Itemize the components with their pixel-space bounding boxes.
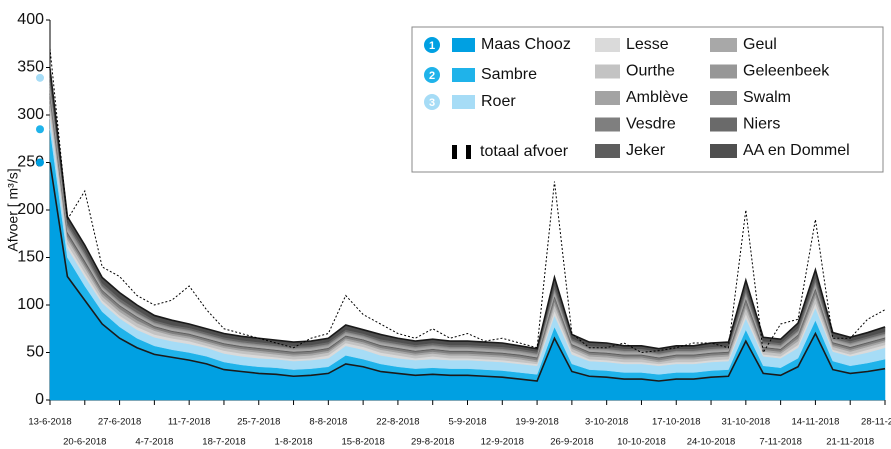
x-tick-label: 21-11-2018: [826, 437, 874, 448]
y-tick-label: 250: [17, 154, 44, 171]
x-tick-label: 18-7-2018: [202, 437, 245, 448]
legend-swatch: [452, 38, 475, 52]
legend-swatch: [710, 117, 737, 132]
legend-swatch: [595, 91, 620, 105]
legend-label: Jeker: [626, 142, 666, 159]
legend-box: [411, 26, 884, 173]
x-tick-label: 1-8-2018: [275, 437, 313, 448]
legend-badge-label: 1: [429, 40, 435, 52]
legend-label: Sambre: [481, 66, 537, 83]
x-tick-label: 29-8-2018: [411, 437, 454, 448]
axis-badge: [36, 125, 44, 134]
legend-label: Niers: [743, 116, 780, 133]
legend-label: Swalm: [743, 89, 791, 106]
legend-badge: [424, 37, 440, 53]
outline: [49, 162, 886, 382]
x-tick-label: 28-11-2018: [861, 417, 891, 428]
legend-swatch: [710, 91, 737, 105]
y-tick-label: 0: [35, 391, 44, 408]
x-tick-label: 8-8-2018: [309, 417, 347, 428]
x-tick-label: 25-7-2018: [237, 417, 280, 428]
x-tick-label: 7-11-2018: [759, 437, 802, 448]
legend-label: totaal afvoer: [480, 143, 569, 160]
legend-badge: [424, 67, 440, 83]
y-tick-label: 350: [17, 59, 44, 76]
legend-dash: [452, 145, 457, 159]
y-tick-label: 100: [17, 296, 44, 313]
legend-swatch: [710, 38, 737, 52]
legend-badge: [424, 94, 440, 110]
legend-badge-label: 2: [429, 70, 435, 82]
x-tick-label: 4-7-2018: [135, 437, 173, 448]
y-axis-label: Afvoer [ m³/s]: [5, 168, 21, 251]
axis-badge: [36, 158, 44, 167]
legend-swatch: [595, 117, 620, 132]
legend-label: Lesse: [626, 36, 669, 53]
x-tick-label: 17-10-2018: [652, 417, 701, 428]
legend-label: Geul: [743, 36, 777, 53]
axis-badge: [36, 73, 44, 82]
y-tick-label: 300: [17, 106, 44, 123]
y-tick-label: 150: [17, 249, 44, 266]
x-tick-label: 19-9-2018: [515, 417, 558, 428]
legend-dash: [466, 145, 471, 159]
y-tick-label: 50: [26, 344, 44, 361]
legend-swatch: [710, 144, 737, 158]
x-tick-label: 22-8-2018: [376, 417, 419, 428]
x-tick-label: 27-6-2018: [98, 417, 141, 428]
x-tick-label: 13-6-2018: [28, 417, 71, 428]
legend-label: Geleenbeek: [743, 63, 830, 80]
x-tick-label: 15-8-2018: [341, 437, 384, 448]
legend-badge-label: 3: [429, 97, 435, 109]
legend-label: Ourthe: [626, 63, 675, 80]
x-tick-label: 10-10-2018: [617, 437, 666, 448]
legend-label: Vesdre: [626, 116, 676, 133]
legend-swatch: [595, 38, 620, 52]
x-tick-label: 14-11-2018: [791, 417, 839, 428]
y-tick-label: 200: [17, 201, 44, 218]
x-tick-label: 20-6-2018: [63, 437, 106, 448]
x-tick-label: 12-9-2018: [481, 437, 524, 448]
legend-label: AA en Dommel: [743, 142, 850, 159]
x-tick-label: 5-9-2018: [448, 417, 486, 428]
legend-swatch: [595, 64, 620, 79]
x-tick-label: 24-10-2018: [687, 437, 736, 448]
legend-swatch: [452, 95, 475, 109]
outline: [49, 68, 886, 350]
x-tick-label: 31-10-2018: [722, 417, 771, 428]
legend-swatch: [595, 144, 620, 158]
legend-swatch: [710, 64, 737, 79]
y-tick-label: 400: [17, 11, 44, 28]
legend-label: Amblève: [626, 89, 688, 106]
legend-swatch: [452, 68, 475, 82]
x-tick-label: 11-7-2018: [168, 417, 211, 428]
total-line: [49, 48, 886, 354]
legend-label: Roer: [481, 93, 516, 110]
legend-label: Maas Chooz: [481, 36, 571, 53]
x-tick-label: 26-9-2018: [550, 437, 593, 448]
x-tick-label: 3-10-2018: [585, 417, 628, 428]
